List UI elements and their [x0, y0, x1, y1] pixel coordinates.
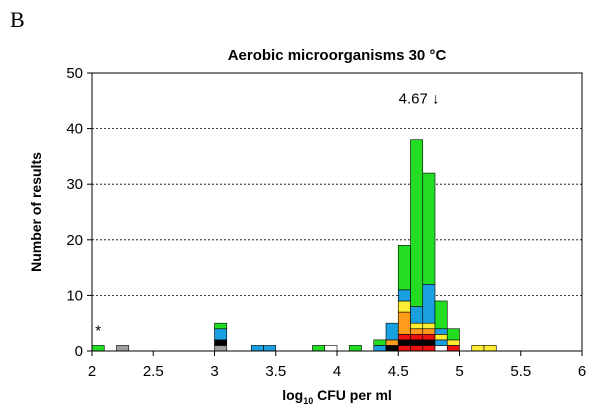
x-tick-label-7: 5.5: [510, 363, 531, 380]
y-ticks: 0 10 20 30 40 50: [66, 65, 92, 360]
annotations: 4.67 ↓ *: [95, 91, 439, 340]
bar-12-segment-1: [422, 339, 436, 346]
bar-12-segment-6: [422, 172, 436, 285]
chart-title: Aerobic microorganisms 30 °C: [228, 47, 447, 64]
bar-5-segment-0: [312, 345, 326, 352]
bar-10-segment-2: [397, 334, 411, 341]
bar-3-segment-0: [250, 345, 264, 352]
bar-11-segment-5: [410, 306, 424, 324]
bar-7-segment-0: [348, 345, 362, 352]
bar-10-segment-1: [397, 339, 411, 346]
bar-1-segment-0: [116, 345, 130, 352]
annotation-1: *: [95, 322, 101, 339]
x-tick-label-4: 4: [333, 363, 341, 380]
bar-11-segment-1: [410, 339, 424, 346]
gridlines: [92, 128, 582, 296]
bar-15-segment-0: [471, 345, 485, 352]
bar-13-segment-3: [434, 328, 448, 335]
bar-14-segment-0: [446, 345, 460, 352]
bar-13-segment-0: [434, 345, 448, 352]
bar-9-segment-0: [385, 345, 399, 352]
x-ticks: 2 2.5 3 3.5 4 4.5 5 5.5 6: [88, 351, 586, 380]
bars-group: [91, 139, 497, 352]
plot-frame: [91, 72, 583, 352]
x-tick-label-1: 2.5: [143, 363, 164, 380]
bar-14-segment-1: [446, 339, 460, 346]
bar-8-segment-1: [373, 339, 387, 346]
bar-16-segment-0: [483, 345, 497, 352]
bar-2-segment-1: [214, 339, 228, 346]
x-axis-label-rest: CFU per ml: [313, 387, 392, 403]
bar-0-segment-0: [91, 345, 105, 352]
y-tick-label-3: 30: [66, 176, 83, 193]
x-axis-label-subscript: 10: [303, 396, 313, 406]
y-tick-label-5: 50: [66, 65, 83, 82]
x-axis-label: log10 CFU per ml: [282, 387, 392, 406]
bar-10-segment-5: [397, 289, 411, 302]
x-tick-label-5: 4.5: [388, 363, 409, 380]
bar-12-segment-4: [422, 322, 436, 330]
y-tick-label-1: 10: [66, 287, 83, 304]
bar-10-segment-0: [397, 345, 411, 352]
bar-11-segment-3: [410, 328, 424, 335]
bar-2-segment-3: [214, 322, 228, 330]
bar-12-segment-3: [422, 328, 436, 335]
bar-14-segment-2: [446, 328, 460, 341]
x-tick-label-0: 2: [88, 363, 96, 380]
x-axis-label-main: log: [282, 387, 303, 403]
bar-8-segment-0: [373, 345, 387, 352]
panel-letter: B: [10, 7, 25, 32]
bar-9-segment-2: [385, 322, 399, 341]
bar-13-segment-2: [434, 334, 448, 341]
bar-2-segment-0: [214, 345, 228, 352]
bar-12-segment-0: [422, 345, 436, 352]
bar-11-segment-4: [410, 322, 424, 330]
x-tick-label-3: 3.5: [265, 363, 286, 380]
annotation-0: 4.67 ↓: [399, 91, 440, 108]
x-tick-label-8: 6: [578, 363, 586, 380]
bar-12-segment-2: [422, 334, 436, 341]
bar-11-segment-2: [410, 334, 424, 341]
bar-10-segment-4: [397, 300, 411, 313]
bar-11-segment-6: [410, 139, 424, 307]
bar-4-segment-0: [263, 345, 277, 352]
bar-13-segment-1: [434, 339, 448, 346]
x-tick-label-2: 3: [210, 363, 218, 380]
y-tick-label-2: 20: [66, 232, 83, 249]
x-tick-label-6: 5: [455, 363, 463, 380]
bar-2-segment-2: [214, 328, 228, 341]
y-axis-label: Number of results: [28, 152, 44, 272]
bar-9-segment-1: [385, 339, 399, 346]
y-tick-label-0: 0: [75, 343, 83, 360]
bar-12-segment-5: [422, 283, 436, 324]
bar-11-segment-0: [410, 345, 424, 352]
bar-6-segment-0: [324, 345, 338, 352]
y-tick-label-4: 40: [66, 121, 83, 138]
bar-10-segment-6: [397, 245, 411, 291]
bar-13-segment-4: [434, 300, 448, 330]
bar-10-segment-3: [397, 311, 411, 335]
